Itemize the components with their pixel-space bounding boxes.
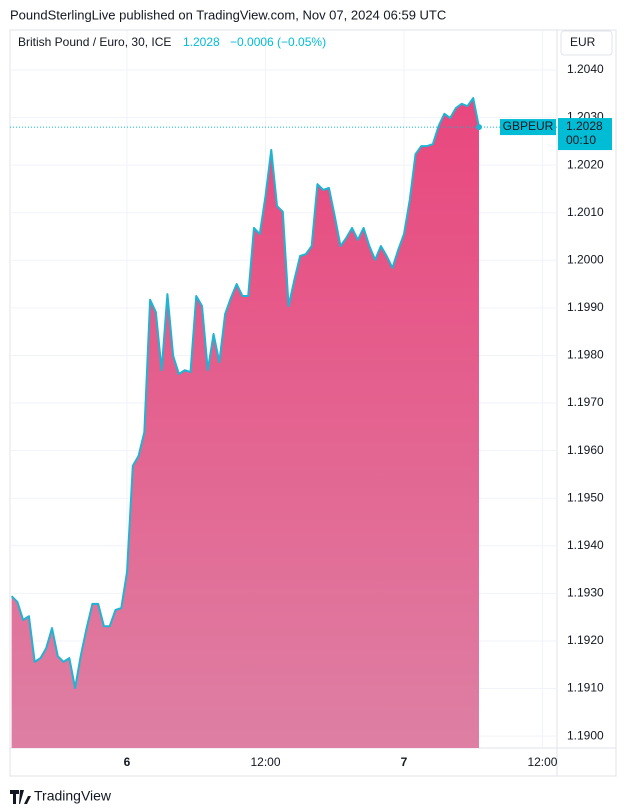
symbol-label: GBPEUR — [503, 119, 554, 133]
price-line — [10, 97, 480, 690]
y-tick-label: 1.1970 — [567, 395, 604, 409]
currency-label: EUR — [570, 35, 596, 49]
price-tag-value: 1.2028 — [566, 119, 603, 133]
y-tick-label: 1.2010 — [567, 205, 604, 219]
y-tick-label: 1.2040 — [567, 62, 604, 76]
countdown: 00:10 — [566, 133, 596, 147]
y-tick-label: 1.1930 — [567, 586, 604, 600]
x-tick-label: 6 — [124, 755, 131, 769]
x-tick-label: 7 — [401, 755, 408, 769]
footer-brand: TradingView — [34, 788, 112, 804]
chart-title: British Pound / Euro, 30, ICE — [18, 35, 171, 49]
y-tick-label: 1.1900 — [567, 728, 604, 742]
y-tick-label: 1.1910 — [567, 681, 604, 695]
currency-button[interactable] — [560, 30, 613, 56]
last-point — [475, 124, 482, 131]
y-tick-label: 1.2020 — [567, 157, 604, 171]
footer-logo — [10, 790, 31, 804]
y-tick-label: 1.1980 — [567, 348, 604, 362]
y-tick-label: 1.1990 — [567, 300, 604, 314]
y-tick-label: 1.2000 — [567, 252, 604, 266]
y-tick-label: 1.1950 — [567, 490, 604, 504]
area-fill — [11, 98, 479, 749]
symbol-tag — [500, 119, 556, 136]
y-tick-label: 1.1960 — [567, 443, 604, 457]
price-tag — [558, 118, 612, 151]
legend-price: 1.2028 — [183, 35, 220, 49]
y-tick-label: 1.1940 — [567, 538, 604, 552]
y-tick-label: 1.1920 — [567, 633, 604, 647]
header: PoundSterlingLive published on TradingVi… — [10, 7, 446, 22]
legend-change: −0.0006 (−0.05%) — [230, 35, 326, 49]
x-tick-label: 12:00 — [250, 755, 280, 769]
x-tick-label: 12:00 — [527, 755, 557, 769]
